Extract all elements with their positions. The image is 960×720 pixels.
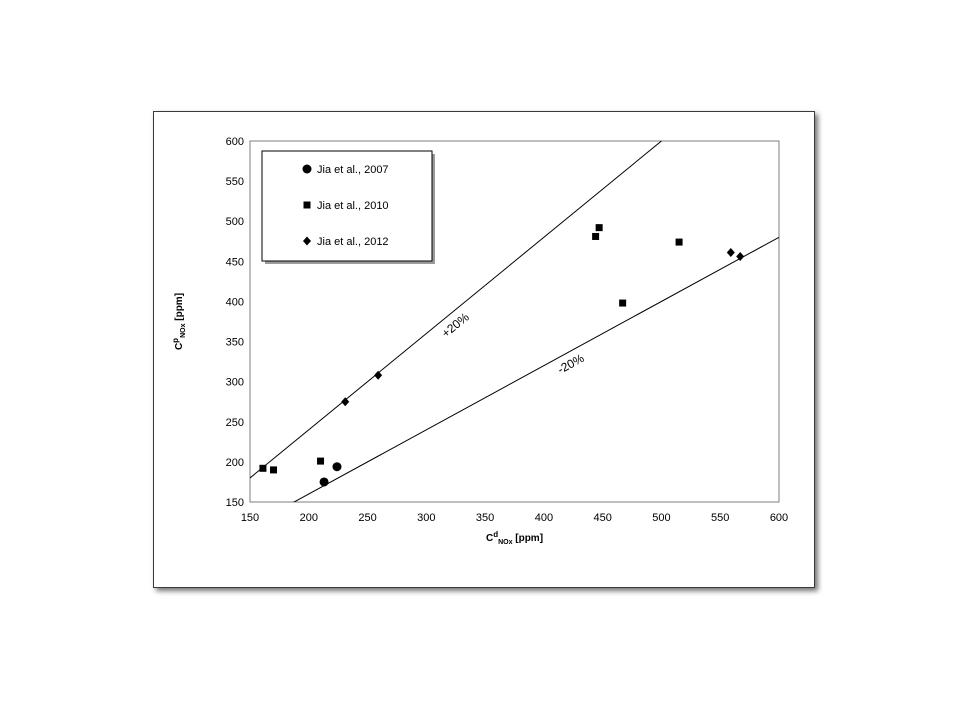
y-tick-label: 550 xyxy=(226,176,244,188)
legend-label-1: Jia et al., 2007 xyxy=(317,164,389,176)
legend-marker-3 xyxy=(303,236,311,246)
series-2-point-4 xyxy=(592,232,600,240)
reference-lines xyxy=(250,141,779,502)
x-axis-ticks: 150 200 250 300 350 400 450 500 550 600 xyxy=(241,512,788,524)
y-axis-title: CpNOx [ppm] xyxy=(171,293,187,350)
series-2-point-3 xyxy=(317,457,325,465)
series-3-point-3 xyxy=(726,248,735,258)
x-tick-label: 200 xyxy=(300,512,318,524)
legend-label-3: Jia et al., 2012 xyxy=(317,236,389,248)
series-3-point-2 xyxy=(374,370,383,380)
series-1-point-1 xyxy=(319,477,329,487)
x-tick-label: 150 xyxy=(241,512,259,524)
x-tick-label: 550 xyxy=(711,512,729,524)
series-2-point-2 xyxy=(270,466,278,474)
chart-frame: 150 200 250 300 350 400 450 500 550 600 150 200 250… xyxy=(153,111,815,588)
reference-line-1 xyxy=(250,141,663,479)
x-tick-label: 250 xyxy=(358,512,376,524)
x-tick-label: 350 xyxy=(476,512,494,524)
series-3-point-1 xyxy=(341,397,350,407)
legend-marker-1 xyxy=(302,164,312,174)
y-tick-label: 250 xyxy=(226,417,244,429)
y-tick-label: 400 xyxy=(226,296,244,308)
x-tick-label: 450 xyxy=(593,512,611,524)
y-tick-label: 200 xyxy=(226,457,244,469)
y-tick-label: 350 xyxy=(226,337,244,349)
x-tick-label: 300 xyxy=(417,512,435,524)
series-2-point-1 xyxy=(259,464,267,472)
x-axis-title: CdNOx [ppm] xyxy=(486,530,543,546)
scatter-chart: 150 200 250 300 350 400 450 500 550 600 150 200 250… xyxy=(171,136,788,546)
y-tick-label: 600 xyxy=(226,136,244,148)
legend: Jia et al., 2007 Jia et al., 2010 Jia et a… xyxy=(261,150,435,264)
series-2-point-6 xyxy=(619,299,627,307)
series-3-point-4 xyxy=(736,252,745,262)
legend-box xyxy=(261,150,433,262)
y-tick-label: 450 xyxy=(226,256,244,268)
y-tick-label: 500 xyxy=(226,216,244,228)
series-1-point-2 xyxy=(332,462,342,472)
x-tick-label: 500 xyxy=(652,512,670,524)
y-axis-ticks: 150 200 250 300 350 400 450 500 550 600 xyxy=(226,136,244,509)
y-tick-label: 150 xyxy=(226,497,244,509)
series-2-point-7 xyxy=(675,238,683,246)
series-2-point-5 xyxy=(595,224,603,232)
data-markers xyxy=(259,224,745,487)
y-tick-label: 300 xyxy=(226,377,244,389)
legend-label-2: Jia et al., 2010 xyxy=(317,200,389,212)
x-tick-label: 600 xyxy=(770,512,788,524)
legend-marker-2 xyxy=(303,201,311,209)
x-tick-label: 400 xyxy=(535,512,553,524)
reference-line-2 xyxy=(293,236,779,502)
